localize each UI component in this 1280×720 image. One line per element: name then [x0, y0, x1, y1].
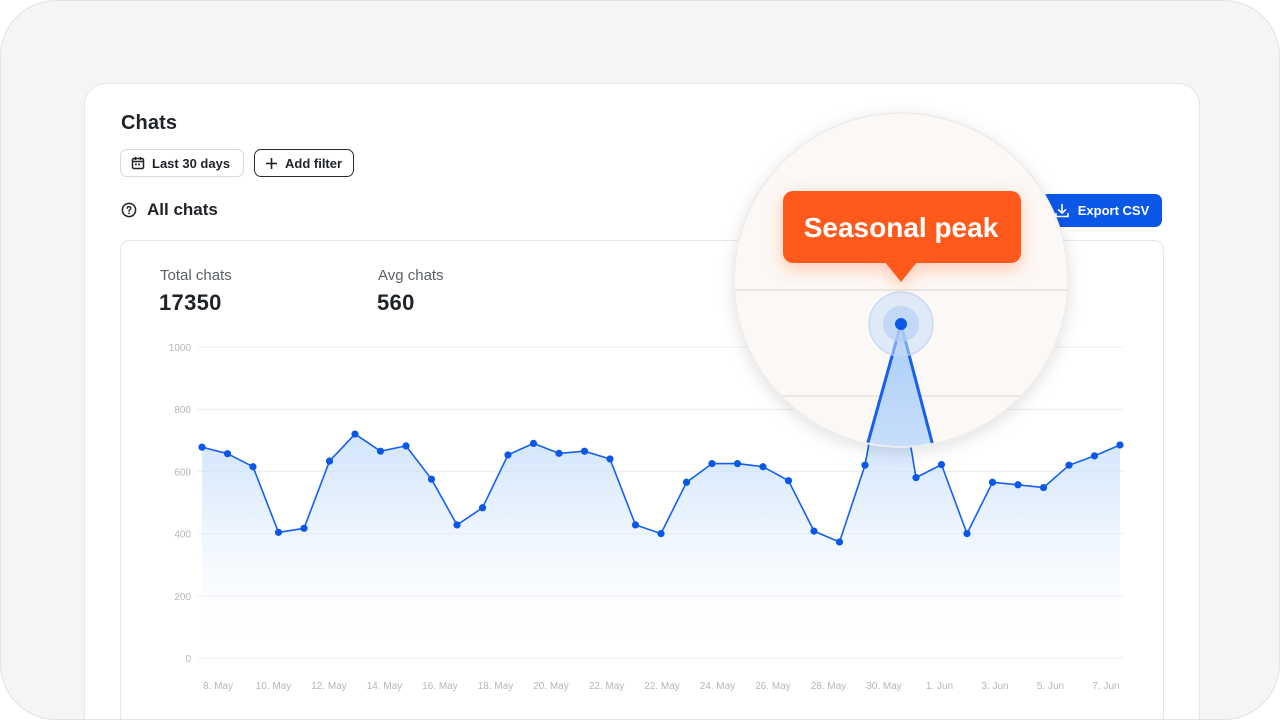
- x-tick-label: 10. May: [256, 681, 292, 692]
- data-point[interactable]: [1116, 441, 1124, 449]
- y-tick-label: 400: [174, 530, 191, 541]
- y-tick-label: 600: [174, 467, 191, 478]
- data-point[interactable]: [504, 451, 512, 459]
- data-point[interactable]: [657, 530, 665, 538]
- page-title: Chats: [121, 112, 178, 134]
- callout-label: Seasonal peak: [804, 212, 999, 243]
- download-icon: [1054, 203, 1069, 217]
- data-point[interactable]: [402, 442, 410, 450]
- data-point[interactable]: [249, 463, 257, 471]
- avg-chats-label: Avg chats: [378, 267, 444, 284]
- calendar-icon: [131, 157, 145, 170]
- section-title: All chats: [147, 200, 218, 219]
- data-point[interactable]: [708, 460, 716, 468]
- x-tick-label: 14. May: [367, 681, 403, 692]
- data-point[interactable]: [759, 463, 767, 471]
- data-point[interactable]: [351, 430, 359, 438]
- plus-icon: [266, 157, 277, 169]
- peak-point[interactable]: [895, 318, 907, 330]
- y-tick-label: 1000: [169, 343, 192, 354]
- data-point[interactable]: [223, 450, 232, 458]
- total-chats-label: Total chats: [160, 267, 232, 284]
- data-point[interactable]: [1090, 452, 1099, 460]
- data-point[interactable]: [325, 457, 334, 465]
- avg-chats-value: 560: [377, 290, 415, 315]
- x-tick-label: 28. May: [811, 681, 847, 692]
- date-range-label: Last 30 days: [152, 155, 231, 171]
- x-tick-label: 5. Jun: [1037, 681, 1064, 692]
- data-point[interactable]: [937, 460, 946, 469]
- data-point[interactable]: [580, 447, 589, 455]
- data-point[interactable]: [1039, 483, 1048, 492]
- data-point[interactable]: [427, 475, 436, 483]
- x-tick-label: 22. May: [644, 681, 680, 692]
- data-point[interactable]: [631, 521, 640, 529]
- x-tick-label: 24. May: [700, 681, 736, 692]
- y-tick-label: 200: [174, 592, 191, 603]
- data-point[interactable]: [835, 538, 844, 546]
- help-circle-icon[interactable]: [121, 202, 137, 218]
- data-point[interactable]: [529, 439, 538, 448]
- y-tick-label: 0: [185, 654, 191, 665]
- x-tick-label: 3. Jun: [981, 681, 1008, 692]
- data-point[interactable]: [198, 443, 206, 451]
- y-tick-label: 800: [174, 405, 191, 416]
- x-tick-label: 8. May: [203, 681, 233, 692]
- x-tick-label: 26. May: [755, 681, 791, 692]
- x-tick-label: 22. May: [589, 681, 625, 692]
- data-point[interactable]: [963, 530, 971, 538]
- data-point[interactable]: [300, 524, 308, 532]
- data-point[interactable]: [733, 460, 742, 468]
- date-range-button[interactable]: Last 30 days: [120, 149, 244, 177]
- data-point[interactable]: [555, 449, 563, 457]
- total-chats-value: 17350: [159, 290, 222, 315]
- x-tick-label: 16. May: [422, 681, 458, 692]
- export-csv-button[interactable]: Export CSV: [1041, 194, 1162, 227]
- add-filter-label: Add filter: [285, 155, 343, 171]
- data-point[interactable]: [606, 455, 614, 463]
- section-header: All chats: [121, 200, 218, 220]
- data-point[interactable]: [784, 477, 793, 485]
- data-point[interactable]: [810, 527, 818, 535]
- data-point[interactable]: [1014, 481, 1022, 489]
- data-point[interactable]: [478, 504, 487, 512]
- x-tick-label: 30. May: [866, 681, 902, 692]
- seasonal-peak-callout: Seasonal peak: [783, 191, 1021, 282]
- export-csv-label: Export CSV: [1077, 203, 1150, 218]
- data-point[interactable]: [453, 521, 461, 529]
- add-filter-button[interactable]: Add filter: [254, 149, 354, 177]
- data-point[interactable]: [861, 461, 869, 469]
- data-point[interactable]: [682, 478, 691, 486]
- x-tick-label: 7. Jun: [1092, 681, 1119, 692]
- data-point[interactable]: [912, 474, 920, 482]
- x-tick-label: 20. May: [533, 681, 569, 692]
- x-tick-label: 1. Jun: [926, 681, 953, 692]
- x-tick-label: 18. May: [478, 681, 514, 692]
- data-point[interactable]: [1065, 461, 1073, 469]
- data-point[interactable]: [274, 528, 283, 536]
- data-point[interactable]: [376, 447, 385, 455]
- data-point[interactable]: [988, 478, 997, 486]
- x-tick-label: 12. May: [311, 681, 347, 692]
